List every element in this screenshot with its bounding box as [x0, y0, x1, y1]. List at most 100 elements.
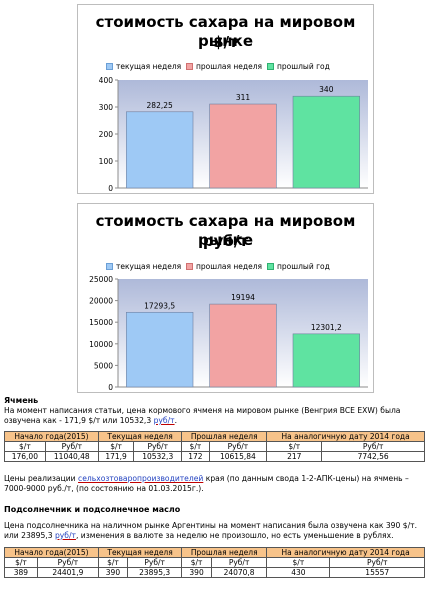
sunflower-text: Цена подсолнечника на наличном рынке Арг… [4, 521, 417, 540]
table-subheader-row: $/т Руб/т $/т Руб/т $/т Руб/т $/т Руб/т [4, 441, 425, 452]
data-label: 17293,5 [144, 301, 175, 310]
table-header-cell: Прошлая неделя [181, 547, 268, 558]
y-tick-label: 15000 [89, 318, 113, 327]
legend-swatch-previous [186, 263, 193, 270]
table-unit-cell: Руб/т [133, 441, 183, 452]
table-unit-cell: Руб/т [126, 557, 183, 568]
y-tick-label: 0 [108, 383, 113, 392]
data-label: 340 [319, 85, 334, 94]
table-unit-cell: Руб/т [210, 557, 268, 568]
table-header-cell: Текущая неделя [97, 431, 183, 442]
table-header-cell: На аналогичную дату 2014 года [266, 431, 425, 442]
table-row: 176,00 11040,48 171,9 10532,3 172 10615,… [4, 451, 425, 462]
legend-swatch-lastyear [267, 263, 274, 270]
chart-rub: стоимость сахара на мировом рынке руб/т … [77, 203, 374, 393]
table-unit-cell: $/т [4, 441, 46, 452]
table-value-cell: 10615,84 [208, 451, 268, 462]
table-value-cell: 430 [266, 567, 331, 578]
legend-label-lastyear: прошлый год [277, 62, 330, 71]
table-header-cell: Начало года(2015) [4, 547, 99, 558]
barley-table: Начало года(2015) Текущая неделя Прошлая… [4, 431, 425, 462]
y-tick-label: 300 [99, 103, 114, 112]
barley-note: Цены реализации сельхозтоваропроизводите… [4, 474, 425, 494]
bar [292, 95, 360, 189]
legend-label-current: текущая неделя [116, 262, 182, 271]
y-tick-label: 200 [99, 130, 114, 139]
y-tick-label: 0 [108, 184, 113, 193]
legend-label-current: текущая неделя [116, 62, 182, 71]
table-header-cell: Текущая неделя [97, 547, 183, 558]
sunflower-paragraph: Цена подсолнечника на наличном рынке Арг… [4, 521, 425, 541]
chart-title-line2: руб/т [202, 232, 249, 250]
table-header-cell: На аналогичную дату 2014 года [266, 547, 425, 558]
table-header-row: Начало года(2015) Текущая неделя Прошлая… [4, 547, 425, 558]
chart-title-line2: $/т [213, 33, 238, 51]
table-value-cell: 24401,9 [36, 567, 99, 578]
legend-label-previous: прошлая неделя [196, 262, 263, 271]
table-unit-cell: $/т [181, 441, 210, 452]
chart-title-line1: стоимость сахара на мировом рынке [95, 212, 356, 249]
table-value-cell: 389 [4, 567, 38, 578]
table-value-cell: 390 [181, 567, 212, 578]
bar [126, 111, 194, 189]
table-value-cell: 11040,48 [44, 451, 99, 462]
table-value-cell: 23895,3 [126, 567, 183, 578]
table-value-cell: 7742,56 [321, 451, 425, 462]
table-unit-cell: $/т [97, 557, 129, 568]
table-unit-cell: Руб/т [208, 441, 268, 452]
sunflower-link[interactable]: руб/т [54, 531, 76, 540]
table-value-cell: 171,9 [97, 451, 135, 462]
table-value-cell: 217 [266, 451, 323, 462]
barley-link[interactable]: руб/т [153, 416, 175, 425]
data-label: 12301,2 [311, 323, 342, 332]
y-tick-label: 10000 [89, 340, 113, 349]
table-value-cell: 10532,3 [133, 451, 183, 462]
table-unit-cell: $/т [181, 557, 212, 568]
data-label: 311 [236, 93, 251, 102]
table-unit-cell: $/т [266, 557, 331, 568]
chart-plot: 0 5000 10000 15000 20000 25000 17293,5 19194 123… [89, 275, 368, 392]
y-tick-label: 25000 [89, 275, 113, 284]
chart-usd: стоимость сахара на мировом рынке $/т те… [77, 4, 374, 194]
table-value-cell: 24070,8 [210, 567, 268, 578]
barley-note-link[interactable]: сельхозтоваропроизводителей [78, 474, 204, 483]
table-subheader-row: $/т Руб/т $/т Руб/т $/т Руб/т $/т Руб/т [4, 557, 425, 568]
table-unit-cell: $/т [266, 441, 323, 452]
bar [126, 311, 194, 388]
table-value-cell: 390 [97, 567, 129, 578]
y-tick-label: 20000 [89, 297, 113, 306]
barley-text-end: . [174, 416, 177, 425]
table-row: 389 24401,9 390 23895,3 390 24070,8 430 … [4, 567, 425, 578]
table-value-cell: 176,00 [4, 451, 46, 462]
table-unit-cell: $/т [4, 557, 38, 568]
chart-plot: 0 100 200 300 400 282,25 311 340 [99, 76, 368, 193]
legend-swatch-current [106, 263, 113, 270]
legend-swatch-current [106, 63, 113, 70]
table-value-cell: 15557 [329, 567, 425, 578]
bar [209, 103, 277, 189]
table-unit-cell: Руб/т [321, 441, 425, 452]
legend-label-lastyear: прошлый год [277, 262, 330, 271]
bar [292, 333, 360, 388]
table-header-cell: Начало года(2015) [4, 431, 99, 442]
legend-swatch-lastyear [267, 63, 274, 70]
table-header-row: Начало года(2015) Текущая неделя Прошлая… [4, 431, 425, 442]
table-unit-cell: Руб/т [44, 441, 99, 452]
table-unit-cell: Руб/т [329, 557, 425, 568]
y-tick-label: 5000 [94, 361, 113, 370]
table-unit-cell: Руб/т [36, 557, 99, 568]
data-label: 282,25 [147, 101, 173, 110]
legend-label-previous: прошлая неделя [196, 62, 263, 71]
sunflower-heading: Подсолнечник и подсолнечное масло [4, 505, 181, 514]
sunflower-text-end: , изменения в валюте за неделю не произо… [75, 531, 394, 540]
sunflower-table: Начало года(2015) Текущая неделя Прошлая… [4, 547, 425, 578]
table-header-cell: Прошлая неделя [181, 431, 268, 442]
table-value-cell: 172 [181, 451, 210, 462]
chart-title-line1: стоимость сахара на мировом рынке [95, 13, 356, 50]
barley-note-text: Цены реализации [4, 474, 79, 483]
bar [209, 303, 277, 388]
legend-swatch-previous [186, 63, 193, 70]
barley-heading: Ячмень [4, 396, 39, 405]
barley-note-text-end: края (по данным свода 1-2-АПК-цены) на я… [4, 474, 409, 493]
table-unit-cell: $/т [97, 441, 135, 452]
